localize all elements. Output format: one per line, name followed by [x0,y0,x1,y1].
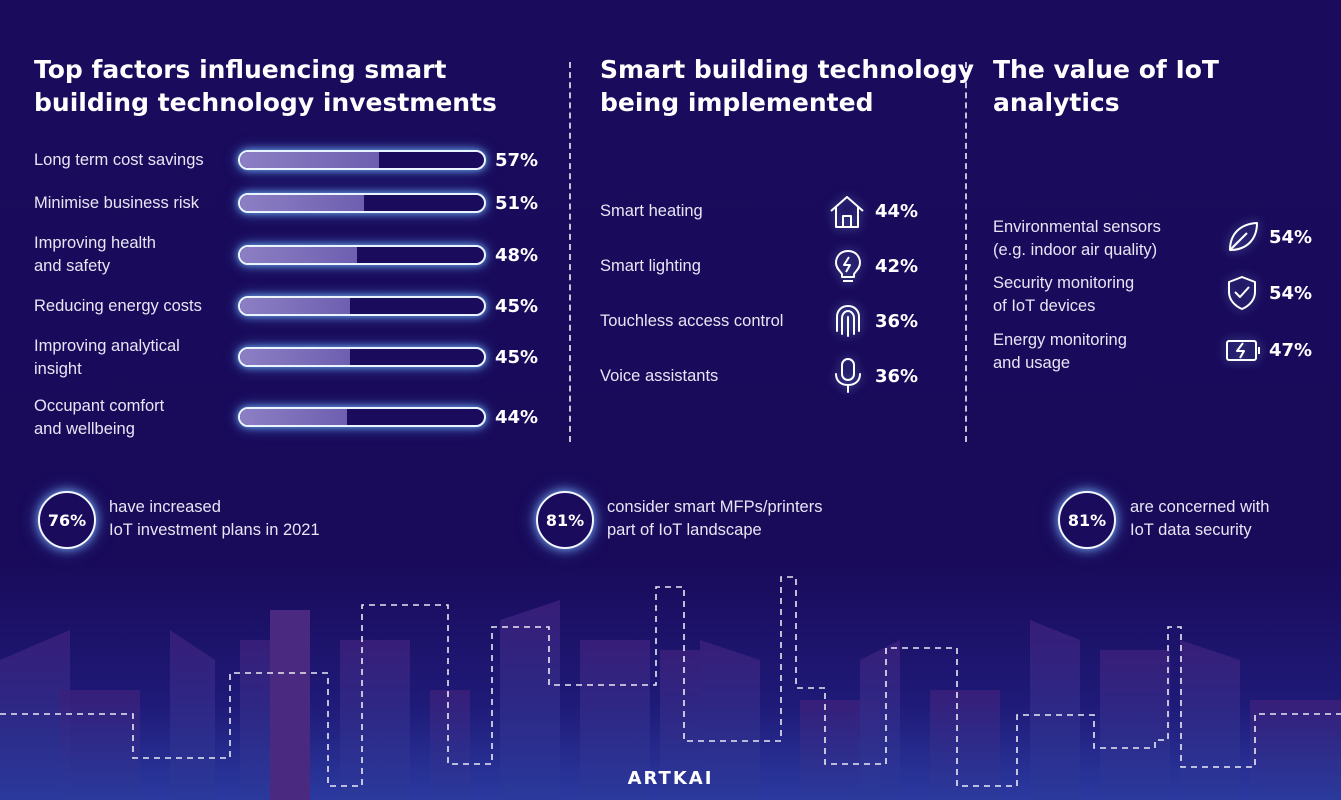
factor-bar [240,247,358,263]
tech-value: 42% [875,256,919,277]
factor-label: Improving health and safety [34,234,156,275]
stat-circle: 81% [536,491,594,549]
tech-label: Voice assistants [600,367,719,385]
lightbulb-icon [835,250,861,282]
factor-bar [240,195,365,211]
iot-value: 54% [1269,283,1313,304]
factor-value: 57% [495,150,539,171]
battery-charging-icon [1226,340,1260,361]
factor-bar-track [238,296,486,316]
factor-bar [240,152,380,168]
city-skyline [0,576,1341,800]
fingerprint-icon [836,304,860,337]
brand-logo: ARTKAI [627,768,714,789]
leaf-icon [1229,222,1258,251]
tech-value: 36% [875,366,919,387]
tech-label: Smart lighting [600,257,701,275]
factor-bar-track [238,347,486,367]
factor-label: Long term cost savings [34,151,204,169]
tech-value: 44% [875,201,919,222]
factor-value: 48% [495,245,539,266]
factor-bar-track [238,150,486,170]
divider-right [965,62,967,442]
factor-bar-track [238,407,486,427]
factor-value: 45% [495,347,539,368]
factor-bar [240,298,350,314]
factor-bar [240,349,350,365]
tech-section-title: Smart building technology being implemen… [600,55,975,117]
factor-label: Improving analytical insight [34,337,180,378]
shield-check-icon [1228,276,1256,310]
iot-label: Environmental sensors (e.g. indoor air q… [993,218,1161,259]
microphone-icon [835,358,861,393]
factor-label: Reducing energy costs [34,297,202,315]
stat-text: are concerned with IoT data security [1130,498,1270,539]
factor-label: Minimise business risk [34,194,200,212]
stat-text: consider smart MFPs/printers part of IoT… [607,498,823,539]
tech-label: Touchless access control [600,312,784,330]
factor-bar-track [238,245,486,265]
tech-value: 36% [875,311,919,332]
stat-circle: 81% [1058,491,1116,549]
divider-left [569,62,571,442]
stat-circle: 76% [38,491,96,549]
iot-value: 47% [1269,340,1313,361]
factor-bar [240,409,348,425]
factor-value: 45% [495,296,539,317]
stat-text: have increased IoT investment plans in 2… [109,498,320,539]
house-icon [830,196,864,228]
factor-value: 44% [495,407,539,428]
iot-section-title: The value of IoT analytics [993,55,1219,117]
tech-label: Smart heating [600,202,703,220]
factors-section-title: Top factors influencing smart building t… [34,55,497,117]
factor-label: Occupant comfort and wellbeing [34,397,165,438]
iot-value: 54% [1269,227,1313,248]
factor-value: 51% [495,193,539,214]
iot-label: Security monitoring of IoT devices [993,274,1135,315]
factor-bar-track [238,193,486,213]
iot-label: Energy monitoring and usage [993,331,1127,372]
